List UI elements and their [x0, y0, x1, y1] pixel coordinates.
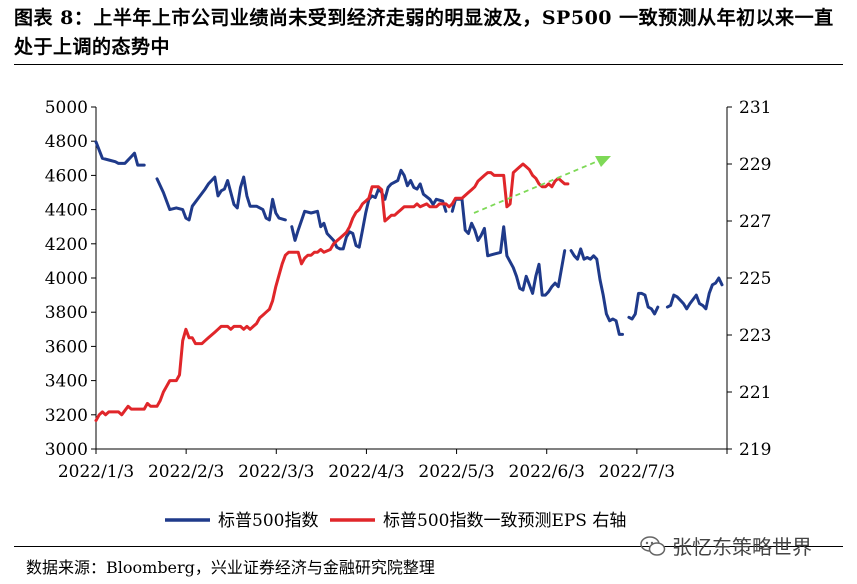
x-tick-label: 2022/1/3: [58, 462, 134, 482]
source-note: 数据来源：Bloomberg，兴业证券经济与金融研究院整理: [26, 558, 435, 577]
y-axis-right: 219 221 223 225 227 229 231: [727, 98, 771, 460]
y-left-tick-label: 4800: [45, 132, 88, 152]
series-line-sp500: [94, 140, 724, 336]
trend-arrow-head: [595, 156, 611, 167]
title-underline: [14, 64, 843, 65]
y-left-tick-label: 3400: [45, 372, 88, 392]
footer-rule: [14, 546, 843, 547]
y-left-tick-label: 3600: [45, 337, 88, 357]
series-line-eps: [94, 162, 570, 422]
x-tick-label: 2022/3/3: [238, 462, 314, 482]
y-right-tick-label: 229: [739, 155, 771, 175]
y-left-tick-label: 5000: [45, 98, 88, 118]
plot-frame: [95, 107, 728, 450]
watermark-text: 张忆东策略世界: [672, 535, 812, 559]
series-layer: [94, 140, 724, 422]
y-left-tick-label: 3000: [45, 440, 88, 460]
y-right-tick-label: 225: [739, 269, 771, 289]
legend-label-sp500: 标普500指数: [218, 511, 318, 531]
line-chart: 3000 3200 3400 3600 3800 4000 4200 4400 4600 4800…: [45, 98, 772, 531]
x-tick-label: 2022/2/3: [148, 462, 224, 482]
y-left-tick-label: 3800: [45, 303, 88, 323]
y-right-tick-label: 223: [739, 326, 771, 346]
y-left-tick-label: 4000: [45, 269, 88, 289]
y-left-tick-label: 4600: [45, 166, 88, 186]
y-left-tick-label: 4200: [45, 235, 88, 255]
y-right-tick-label: 227: [739, 212, 771, 232]
trend-arrow-line: [473, 160, 599, 214]
x-tick-label: 2022/4/3: [328, 462, 404, 482]
chart-title: 图表 8：上半年上市公司业绩尚未受到经济走弱的明显波及，SP500 一致预测从年…: [14, 7, 834, 58]
wechat-icon: [640, 535, 666, 556]
y-left-tick-label: 3200: [45, 406, 88, 426]
y-right-tick-label: 231: [739, 98, 771, 118]
x-tick-label: 2022/6/3: [509, 462, 585, 482]
legend: 标普500指数 标普500指数一致预测EPS 右轴: [165, 511, 626, 531]
legend-label-eps: 标普500指数一致预测EPS 右轴: [383, 511, 626, 531]
y-axis-left: 3000 3200 3400 3600 3800 4000 4200 4400 4600 4800…: [45, 98, 96, 460]
x-tick-label: 2022/7/3: [599, 462, 675, 482]
y-left-tick-label: 4400: [45, 201, 88, 221]
watermark: 张忆东策略世界: [640, 531, 812, 560]
annotation-layer: [473, 156, 611, 214]
x-tick-label: 2022/5/3: [418, 462, 494, 482]
x-axis: 2022/1/3 2022/2/3 2022/3/3 2022/4/3 2022/5/3…: [58, 449, 728, 482]
y-right-tick-label: 219: [739, 440, 771, 460]
y-right-tick-label: 221: [739, 383, 771, 403]
